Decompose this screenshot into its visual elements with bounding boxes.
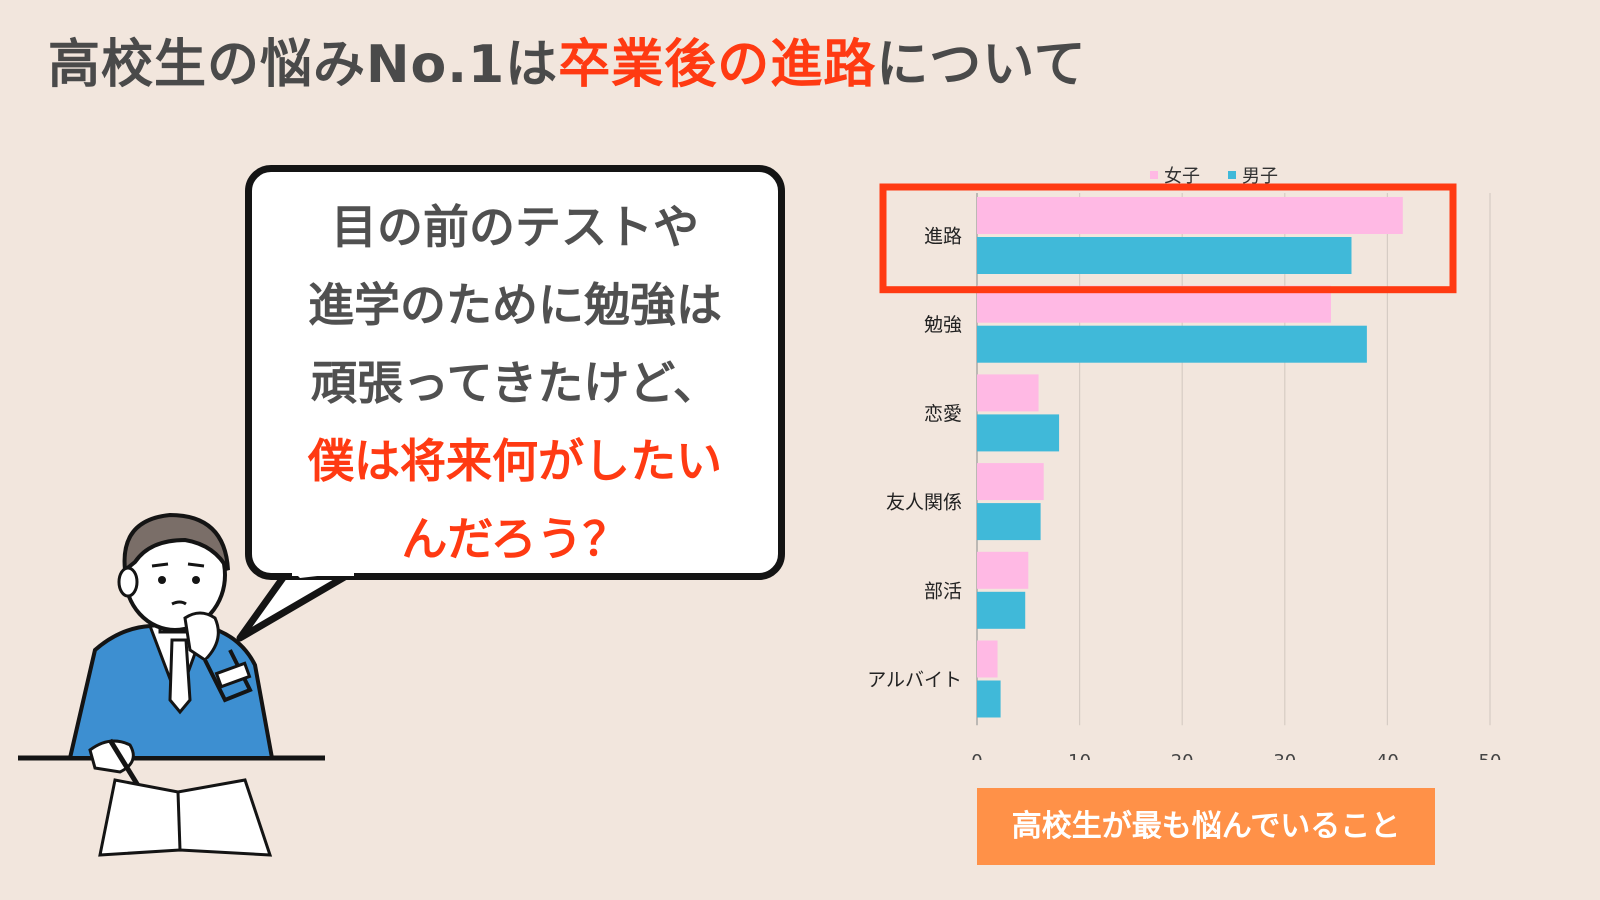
category-label: 勉強 (924, 314, 962, 336)
chart-tick-labels: 0 10 20 30 40 50 (971, 751, 1501, 760)
x-tick-label: 10 (1068, 751, 1091, 760)
speech-bubble: 目の前のテストや 進学のために勉強は 頑張ってきたけど、 僕は将来何がしたい ん… (245, 165, 785, 580)
legend-swatch (1150, 171, 1158, 179)
legend-label: 男子 (1242, 166, 1278, 187)
title-highlight: 卒業後の進路 (558, 35, 877, 95)
x-tick-label: 20 (1171, 751, 1194, 760)
category-label: 恋愛 (924, 403, 962, 425)
x-tick-label: 50 (1479, 751, 1502, 760)
chart-legend: 女子 男子 (1150, 166, 1278, 187)
legend-swatch (1228, 171, 1236, 179)
x-tick-label: 30 (1273, 751, 1296, 760)
page-title: 高校生の悩みNo.1は卒業後の進路について (48, 22, 1087, 97)
bar-male (977, 237, 1352, 274)
chart-bars (977, 197, 1403, 718)
category-label: アルバイト (867, 669, 962, 691)
highlight-box (879, 183, 1457, 294)
x-tick-label: 0 (971, 751, 982, 760)
bubble-line-3: 頑張ってきたけど、 (310, 356, 720, 410)
bar-male (977, 414, 1060, 452)
bar-female (977, 374, 1039, 412)
bubble-text: 目の前のテストや 進学のために勉強は 頑張ってきたけど、 僕は将来何がしたい ん… (252, 172, 778, 578)
legend-label: 女子 (1164, 166, 1200, 187)
bar-female (977, 640, 998, 678)
bar-male (977, 591, 1026, 629)
bubble-line-5: んだろう？ (401, 512, 629, 566)
x-tick-label: 40 (1376, 751, 1399, 760)
bar-female (977, 197, 1403, 234)
bubble-line-4: 僕は将来何がしたい (308, 434, 722, 488)
category-label: 部活 (924, 580, 962, 602)
category-label: 進路 (924, 226, 962, 248)
title-part1: 高校生の悩みNo.1は (48, 35, 559, 95)
chart-gridlines (976, 193, 1491, 726)
bar-female (977, 551, 1029, 589)
bubble-line-2: 進学のために勉強は (308, 278, 722, 332)
bar-male (977, 325, 1367, 363)
bar-male (977, 503, 1041, 541)
category-label: 友人関係 (886, 492, 962, 514)
title-part2: について (876, 35, 1087, 95)
chart-caption: 高校生が最も悩んでいること (977, 788, 1435, 865)
bar-male (977, 680, 1001, 718)
thinking-student-illustration (18, 512, 325, 857)
bubble-line-1: 目の前のテストや (331, 200, 699, 254)
bar-female (977, 463, 1044, 501)
